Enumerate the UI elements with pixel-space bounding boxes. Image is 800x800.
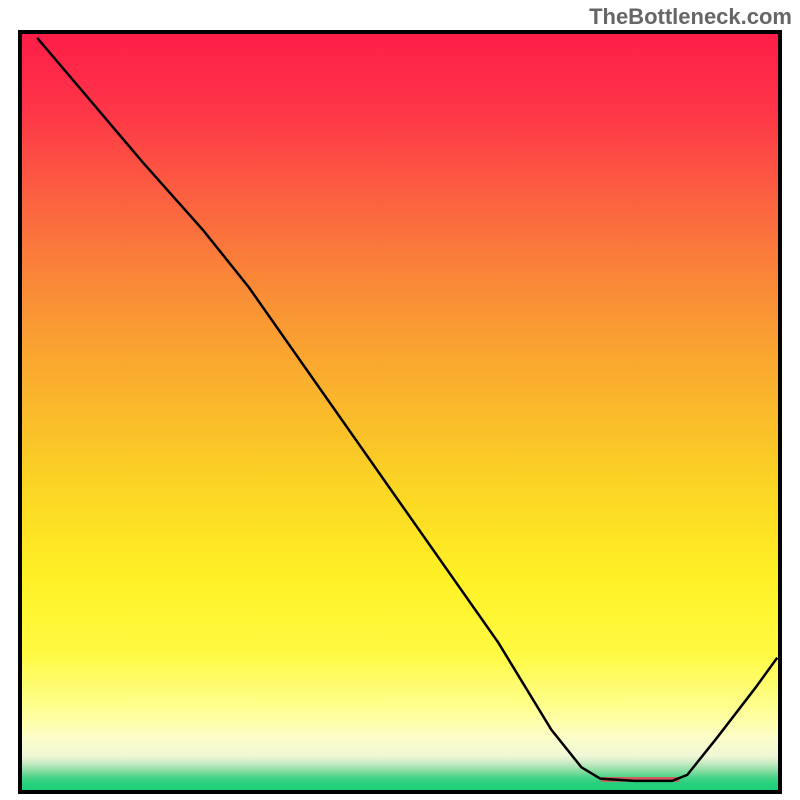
chart-svg xyxy=(22,34,778,790)
watermark-text: TheBottleneck.com xyxy=(589,4,792,30)
chart-area xyxy=(18,30,782,794)
gradient-fill xyxy=(22,34,778,790)
chart-frame: TheBottleneck.com xyxy=(0,0,800,800)
